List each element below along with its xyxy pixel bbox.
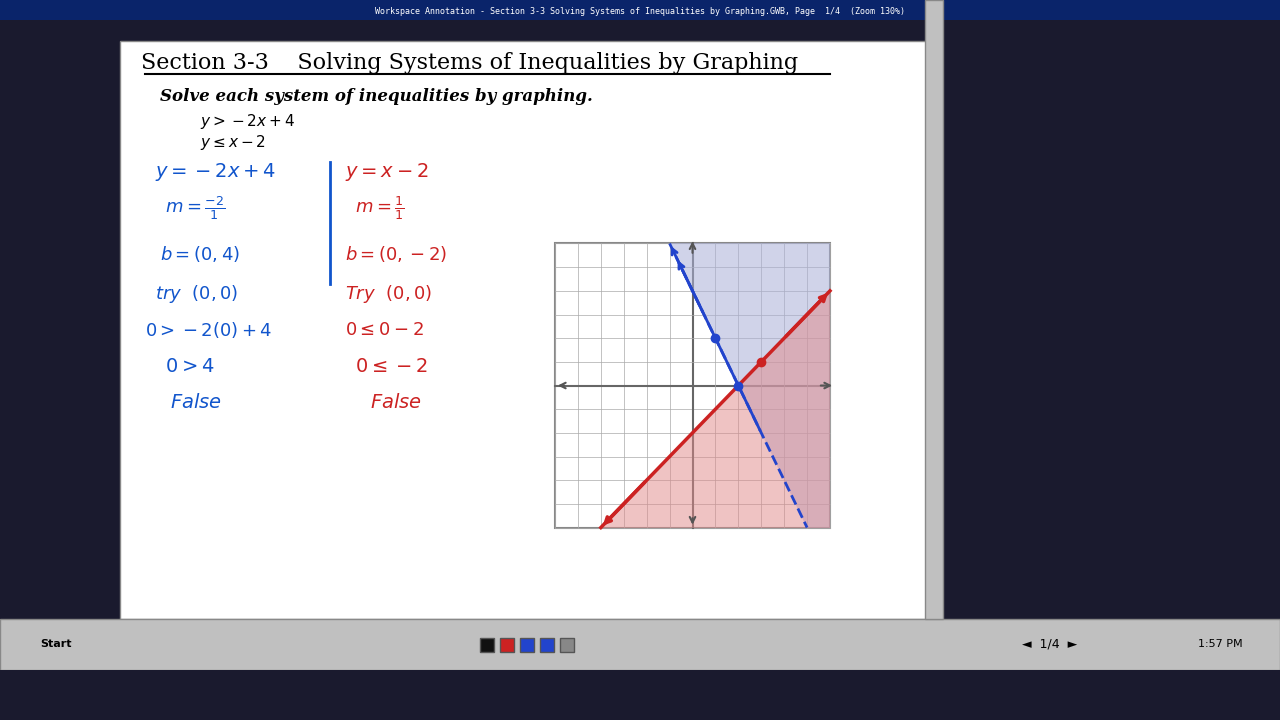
Text: $0 \leq 0 - 2$: $0 \leq 0 - 2$	[346, 320, 424, 338]
Text: ◄  1/4  ►: ◄ 1/4 ►	[1023, 638, 1078, 651]
Text: $False$: $False$	[370, 393, 422, 413]
Text: $0 > -2(0) + 4$: $0 > -2(0) + 4$	[145, 320, 273, 340]
Text: $m = \frac{-2}{1}$: $m = \frac{-2}{1}$	[165, 194, 225, 222]
Text: Workspace Annotation - Section 3-3 Solving Systems of Inequalities by Graphing.G: Workspace Annotation - Section 3-3 Solvi…	[375, 6, 905, 16]
Text: $b = (0, -2)$: $b = (0, -2)$	[346, 243, 447, 264]
FancyBboxPatch shape	[540, 638, 554, 652]
FancyBboxPatch shape	[925, 0, 943, 619]
FancyBboxPatch shape	[0, 619, 1280, 670]
FancyBboxPatch shape	[120, 40, 940, 619]
Text: $Try\ \ (0,0)$: $Try\ \ (0,0)$	[346, 283, 433, 305]
Text: $y \leq x - 2$: $y \leq x - 2$	[200, 132, 266, 151]
Text: $try\ \ (0,0)$: $try\ \ (0,0)$	[155, 283, 238, 305]
Text: $y = x - 2$: $y = x - 2$	[346, 161, 429, 184]
FancyBboxPatch shape	[0, 0, 1280, 20]
Text: $0 > 4$: $0 > 4$	[165, 359, 215, 377]
Polygon shape	[600, 291, 829, 528]
FancyBboxPatch shape	[556, 243, 829, 528]
Text: Start: Start	[40, 639, 72, 649]
FancyBboxPatch shape	[500, 638, 515, 652]
FancyBboxPatch shape	[561, 638, 573, 652]
Text: Solve each system of inequalities by graphing.: Solve each system of inequalities by gra…	[160, 88, 593, 105]
Text: Section 3-3    Solving Systems of Inequalities by Graphing: Section 3-3 Solving Systems of Inequalit…	[141, 52, 799, 74]
Polygon shape	[669, 243, 829, 528]
Text: $y = -2x + 4$: $y = -2x + 4$	[155, 161, 276, 184]
Text: 1:57 PM: 1:57 PM	[1198, 639, 1243, 649]
Text: $b = (0, 4)$: $b = (0, 4)$	[160, 243, 241, 264]
FancyBboxPatch shape	[480, 638, 494, 652]
Text: $y > -2x + 4$: $y > -2x + 4$	[200, 112, 296, 131]
Text: $m = \frac{1}{1}$: $m = \frac{1}{1}$	[355, 194, 404, 222]
Text: $0 \leq -2$: $0 \leq -2$	[355, 359, 428, 377]
FancyBboxPatch shape	[520, 638, 534, 652]
Text: $False$: $False$	[170, 393, 221, 413]
